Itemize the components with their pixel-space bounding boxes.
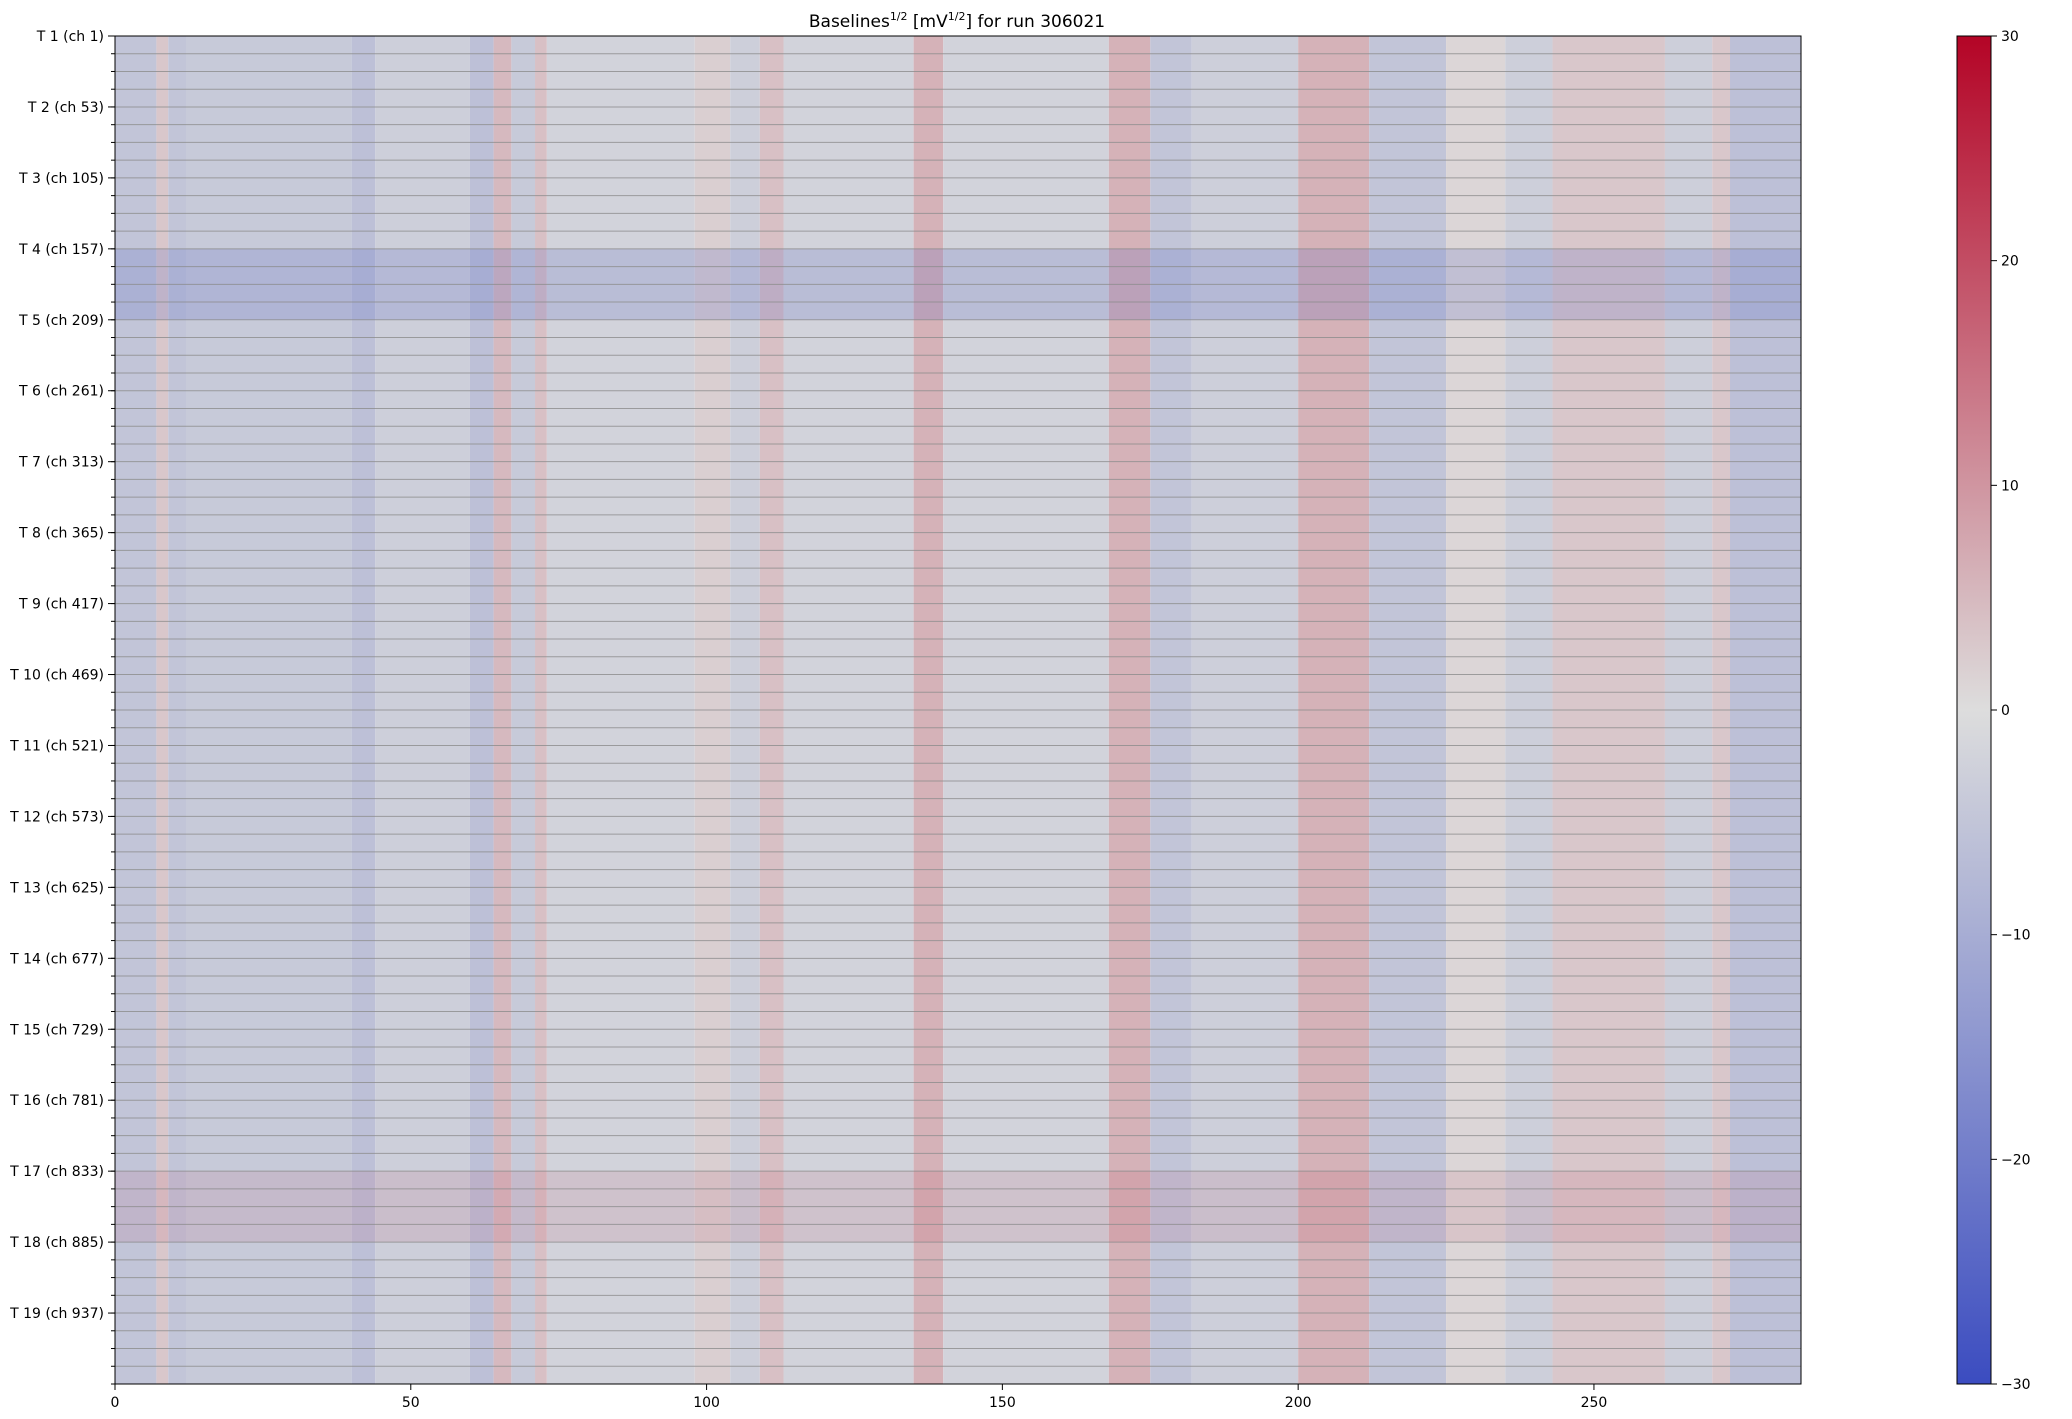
y-tick-label: T 18 (ch 885) (9, 1235, 104, 1251)
x-tick-label: 100 (693, 1395, 720, 1411)
y-axis: T 1 (ch 1) T 2 (ch 53) T 3 (ch 105) T 4 (ch… (9, 29, 115, 1385)
title-superscript-1: 1/2 (890, 10, 908, 23)
y-tick-label: T 5 (ch 209) (18, 313, 104, 329)
y-tick-label: T 15 (ch 729) (9, 1022, 104, 1038)
colorbar-axis: 30 20 10 0 −10 −20 −30 (1991, 29, 2031, 1393)
title-run: ] for run 306021 (965, 12, 1105, 32)
y-tick-label: T 17 (ch 833) (9, 1164, 104, 1180)
y-tick-label: T 1 (ch 1) (36, 29, 104, 45)
colorbar-tick-label: −20 (2001, 1152, 2031, 1168)
y-tick-label: T 10 (ch 469) (9, 668, 104, 684)
colorbar-tick-label: 10 (2001, 478, 2019, 494)
x-tick-label: 0 (111, 1395, 120, 1411)
y-tick-label: T 3 (ch 105) (18, 171, 104, 187)
y-tick-label: T 11 (ch 521) (9, 738, 104, 754)
y-tick-label: T 4 (ch 157) (18, 242, 104, 258)
y-tick-label: T 8 (ch 365) (18, 526, 104, 542)
x-tick-label: 150 (989, 1395, 1016, 1411)
colorbar-tick-label: 20 (2001, 254, 2019, 270)
colorbar-tick-label: 0 (2001, 703, 2010, 719)
x-tick-label: 200 (1285, 1395, 1312, 1411)
x-axis: 0 50 100 150 200 250 (111, 1384, 1608, 1411)
title-main: Baselines (809, 12, 890, 32)
x-tick-label: 250 (1581, 1395, 1608, 1411)
y-tick-label: T 12 (ch 573) (9, 809, 104, 825)
y-tick-label: T 9 (ch 417) (18, 597, 104, 613)
title-superscript-2: 1/2 (948, 10, 966, 23)
y-tick-label: T 7 (ch 313) (18, 455, 104, 471)
y-tick-label: T 13 (ch 625) (9, 880, 104, 896)
colorbar (1956, 35, 1992, 1385)
title-unit: [mV (908, 12, 949, 32)
channel-grid-lines (115, 53, 1801, 1367)
y-tick-label: T 19 (ch 937) (9, 1306, 104, 1322)
y-tick-label: T 14 (ch 677) (9, 951, 104, 967)
colorbar-tick-label: −30 (2001, 1377, 2031, 1393)
y-tick-label: T 6 (ch 261) (18, 384, 104, 400)
colorbar-tick-label: 30 (2001, 29, 2019, 45)
colorbar-tick-label: −10 (2001, 928, 2031, 944)
chart-title: Baselines1/2 [mV1/2] for run 306021 (809, 10, 1105, 32)
y-tick-label: T 16 (ch 781) (9, 1093, 104, 1109)
y-tick-label: T 2 (ch 53) (27, 100, 104, 116)
x-tick-label: 50 (402, 1395, 420, 1411)
